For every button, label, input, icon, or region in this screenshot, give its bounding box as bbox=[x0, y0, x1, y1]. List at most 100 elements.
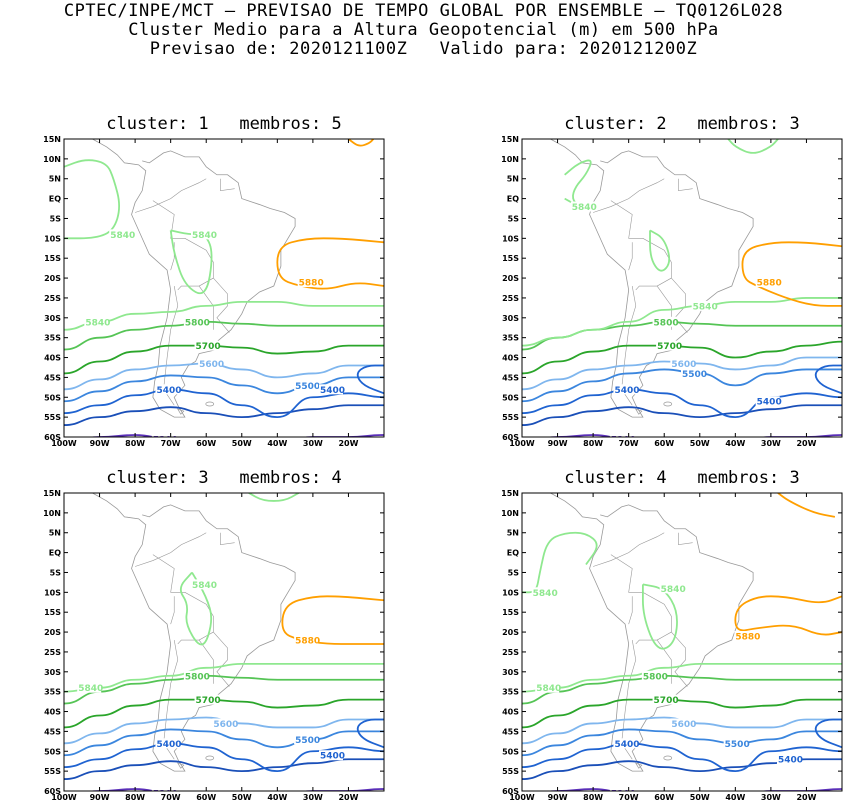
country-border bbox=[135, 178, 207, 213]
contour-label: 5500 bbox=[725, 740, 750, 750]
lon-label: 40W bbox=[725, 793, 745, 802]
lat-label: 15S bbox=[502, 254, 519, 263]
contour-label-bg bbox=[755, 277, 780, 288]
coastline bbox=[90, 139, 296, 418]
contour-5700 bbox=[522, 340, 842, 375]
contour-label-bg bbox=[319, 384, 343, 395]
contour-label: 5700 bbox=[196, 696, 221, 706]
contour-label: 5200 bbox=[611, 435, 636, 445]
lat-label: 60S bbox=[44, 433, 61, 442]
country-border bbox=[628, 242, 633, 271]
contour-5400 bbox=[522, 388, 842, 419]
country-border bbox=[177, 631, 214, 645]
coastline bbox=[548, 493, 754, 772]
tierra-del-fuego bbox=[634, 408, 643, 415]
lat-label: 10N bbox=[43, 509, 61, 518]
contour-5840-closed bbox=[64, 159, 121, 240]
contour-5500 bbox=[64, 374, 384, 403]
lon-label: 70W bbox=[619, 439, 639, 448]
lon-label: 90W bbox=[548, 439, 568, 448]
contour-label: 5880 bbox=[757, 279, 782, 289]
contour-label-bg bbox=[652, 316, 677, 327]
contour-label-bg bbox=[191, 579, 215, 590]
lon-label: 80W bbox=[125, 793, 145, 802]
contour-5840 bbox=[64, 662, 384, 693]
lat-label: 5N bbox=[49, 529, 61, 538]
contour-label: 5400 bbox=[320, 752, 345, 762]
contour-5840-closed bbox=[169, 229, 213, 295]
contour-label-bg bbox=[151, 433, 176, 437]
lat-label: 45S bbox=[502, 373, 519, 382]
contour-label-bg bbox=[297, 277, 322, 288]
contour-label: 5840 bbox=[693, 302, 718, 312]
lon-label: 60W bbox=[654, 793, 674, 802]
contour-5880-closed bbox=[347, 139, 375, 147]
contour-label-bg bbox=[570, 201, 595, 212]
lat-label: 60S bbox=[44, 787, 61, 796]
contour-label: 5400 bbox=[320, 386, 345, 396]
coastline bbox=[90, 493, 296, 772]
panel-1-title: cluster: 1 membros: 5 bbox=[106, 114, 342, 134]
lat-label: 20S bbox=[502, 628, 519, 637]
falkland-islands bbox=[663, 401, 673, 407]
contour-5840-closed bbox=[641, 583, 678, 650]
contour-5840-closed bbox=[522, 531, 598, 594]
contour-label: 5840 bbox=[533, 589, 558, 599]
lat-label: 5N bbox=[49, 175, 61, 184]
lat-label: 50S bbox=[502, 393, 519, 402]
lat-label: 25S bbox=[502, 294, 519, 303]
lat-label: 25S bbox=[44, 648, 61, 657]
lat-label: 40S bbox=[502, 708, 519, 717]
contour-label-bg bbox=[609, 433, 634, 437]
contour-5200 bbox=[545, 434, 842, 437]
contour-5400 bbox=[64, 388, 384, 419]
contour-label: 5840 bbox=[110, 231, 135, 241]
lon-label: 30W bbox=[761, 793, 781, 802]
contour-label: 5600 bbox=[671, 720, 696, 730]
lat-label: 35S bbox=[502, 334, 519, 343]
lon-label: 50W bbox=[232, 793, 252, 802]
coastline bbox=[548, 139, 754, 418]
lon-label: 100W bbox=[51, 439, 77, 448]
lon-label: 80W bbox=[583, 439, 603, 448]
country-border bbox=[628, 596, 633, 625]
lon-label: 20W bbox=[796, 439, 816, 448]
contour-label: 5800 bbox=[643, 672, 668, 682]
lat-label: 15N bbox=[501, 489, 519, 498]
map-content: 5200 5400 5500 5600 5700 5800 5840 5840 5840 5880… bbox=[522, 493, 842, 791]
contour-label: 5700 bbox=[196, 342, 221, 352]
contour-label-bg bbox=[681, 368, 705, 379]
contour-label-bg bbox=[670, 358, 695, 369]
lat-label: 55S bbox=[44, 767, 61, 776]
contour-label: 5700 bbox=[657, 342, 682, 352]
contour-5300 bbox=[64, 404, 384, 426]
contour-label-bg bbox=[183, 670, 208, 681]
lon-label: 100W bbox=[509, 793, 535, 802]
lat-label: 50S bbox=[44, 393, 61, 402]
contour-5200 bbox=[545, 788, 842, 791]
contour-label-bg bbox=[155, 384, 180, 395]
contour-5700 bbox=[522, 698, 842, 729]
lon-label: 60W bbox=[654, 439, 674, 448]
lon-label: 70W bbox=[161, 439, 181, 448]
lat-label: 40S bbox=[44, 354, 61, 363]
lat-label: 30S bbox=[502, 314, 519, 323]
lon-label: 90W bbox=[548, 793, 568, 802]
contour-label: 5400 bbox=[156, 386, 181, 396]
contour-5880-closed bbox=[276, 237, 384, 290]
contour-label: 5500 bbox=[682, 370, 707, 380]
lon-label: 50W bbox=[690, 439, 710, 448]
country-border bbox=[678, 532, 693, 545]
lat-label: 5S bbox=[50, 214, 62, 223]
contour-5700 bbox=[64, 344, 384, 375]
lat-label: 5N bbox=[507, 175, 519, 184]
contour-label: 5600 bbox=[671, 360, 696, 370]
lat-label: EQ bbox=[49, 549, 61, 558]
lat-label: 5N bbox=[507, 529, 519, 538]
contour-label: 5400 bbox=[614, 740, 639, 750]
lat-label: 35S bbox=[502, 688, 519, 697]
lat-label: 10N bbox=[501, 509, 519, 518]
